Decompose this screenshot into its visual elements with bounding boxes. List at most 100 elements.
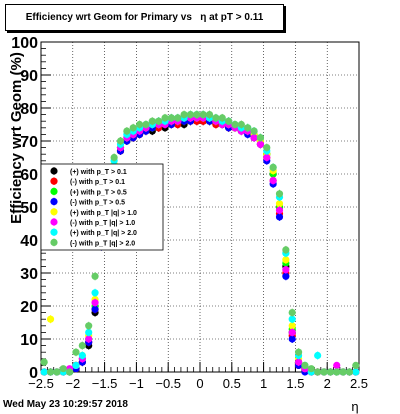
data-point (263, 153, 271, 162)
data-point (301, 361, 309, 369)
data-point (345, 368, 354, 376)
y-tick-label: 60 (20, 167, 38, 184)
data-point (91, 299, 99, 307)
legend-label: (+) with p_T |q| > 1.0 (70, 210, 137, 217)
data-point (161, 114, 169, 122)
data-points (40, 110, 360, 376)
data-point (142, 120, 150, 129)
y-tick-label: 20 (20, 299, 38, 316)
data-point (91, 272, 99, 280)
data-point (333, 368, 341, 376)
legend-label: (+) with p_T |q| > 2.0 (70, 230, 137, 237)
y-tick-label: 70 (20, 134, 38, 151)
data-point (320, 368, 328, 376)
y-tick-label: 80 (20, 101, 38, 118)
y-tick-label: 30 (20, 266, 38, 283)
x-tick-label: 1.5 (286, 376, 304, 391)
x-tick-label: 0.5 (223, 376, 241, 391)
data-point (85, 322, 93, 330)
data-point (186, 111, 195, 119)
data-point (263, 144, 271, 152)
legend-label: (+) with p_T > 0.1 (70, 169, 127, 176)
legend-box (40, 163, 164, 251)
data-point (85, 335, 93, 343)
data-point (225, 117, 233, 125)
data-point (282, 256, 290, 264)
data-point (155, 117, 163, 125)
data-point (46, 315, 55, 323)
data-point (78, 342, 86, 350)
data-point (91, 289, 99, 297)
data-point (307, 365, 315, 373)
legend: (+) with p_T > 0.1 (-) with p_T > 0.1 (+) … (40, 163, 164, 251)
data-point (314, 368, 322, 376)
y-tick-label: 10 (20, 332, 38, 349)
x-tick-label: 1 (260, 376, 267, 391)
data-point (282, 266, 290, 274)
data-point (282, 272, 290, 280)
data-point (294, 358, 303, 366)
data-point (123, 127, 131, 135)
data-point (288, 322, 296, 330)
data-point (66, 368, 74, 376)
data-point (193, 111, 201, 119)
data-point (352, 368, 360, 376)
data-point (269, 163, 277, 171)
data-point (174, 114, 182, 122)
data-point (148, 117, 156, 125)
data-point (78, 351, 86, 360)
data-point (294, 348, 303, 356)
data-point (333, 361, 341, 369)
data-point (135, 120, 144, 129)
x-tick-label: 0 (196, 376, 203, 391)
x-tick-label: −1.5 (92, 376, 118, 391)
tick-labels: −2.5 −2 −1.5 −1 −0.5 0 0.5 1 1.5 2 2.5 0 10 20 30 40 50 6… (11, 35, 368, 391)
data-point (326, 368, 334, 376)
data-point (339, 368, 347, 376)
x-axis-label: η (351, 399, 358, 414)
data-point (199, 111, 207, 119)
data-point (180, 111, 188, 119)
data-point (314, 351, 322, 360)
data-point (231, 120, 239, 129)
data-point (250, 127, 258, 135)
data-point (59, 365, 67, 373)
data-point (53, 368, 61, 376)
data-point (40, 368, 48, 376)
data-point (237, 120, 245, 129)
data-point (288, 335, 296, 343)
data-point (46, 368, 55, 376)
data-point (288, 315, 296, 323)
y-tick-label: 100 (11, 35, 38, 52)
legend-label: (-) with p_T |q| > 2.0 (70, 240, 135, 247)
y-tick-label: 0 (29, 365, 38, 382)
timestamp: Wed May 23 10:29:57 2018 (3, 399, 128, 410)
data-point (218, 114, 226, 122)
data-point (72, 348, 80, 356)
x-tick-label: 2.5 (350, 376, 368, 391)
y-tick-label: 90 (20, 68, 38, 85)
y-axis-label: Efficiency wrt Geom (%) (8, 52, 25, 224)
data-point (72, 361, 80, 369)
data-point (256, 134, 265, 142)
x-tick-label: −2 (65, 376, 80, 391)
data-point (275, 190, 284, 198)
x-tick-label: 2 (324, 376, 331, 391)
data-point (275, 200, 284, 208)
legend-label: (-) with p_T > 0.1 (70, 179, 125, 186)
y-tick-label: 50 (20, 200, 38, 217)
chart-title: Efficiency wrt Geom for Primary vs η at … (25, 12, 264, 23)
data-point (85, 328, 93, 336)
data-point (275, 213, 284, 221)
legend-label: (+) with p_T > 0.5 (70, 189, 127, 196)
x-tick-label: −1 (129, 376, 144, 391)
data-point (91, 305, 99, 313)
legend-label: (-) with p_T |q| > 1.0 (70, 220, 135, 227)
data-point (275, 206, 284, 214)
data-point (167, 114, 175, 122)
data-point (288, 328, 296, 336)
data-point (256, 140, 265, 148)
data-point (288, 309, 296, 317)
